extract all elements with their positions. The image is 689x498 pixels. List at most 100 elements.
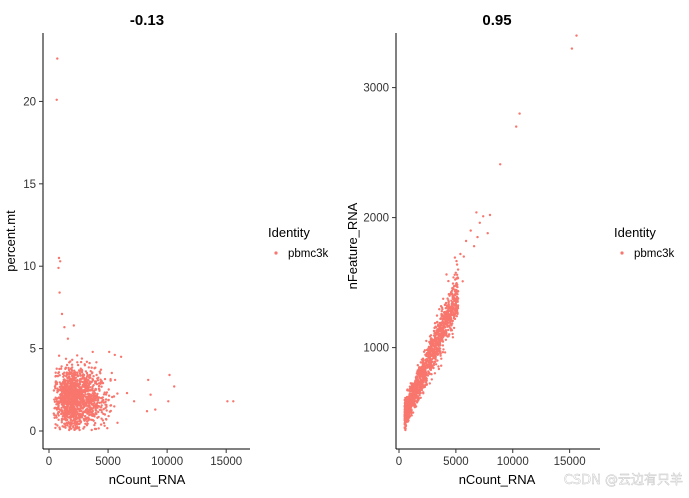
data-point xyxy=(116,392,119,395)
data-point xyxy=(455,259,458,263)
data-point xyxy=(103,424,106,427)
data-point xyxy=(86,422,89,425)
data-point xyxy=(58,367,61,371)
data-point xyxy=(478,221,481,224)
data-point xyxy=(441,351,445,354)
data-point xyxy=(74,374,78,377)
data-point xyxy=(450,324,453,327)
data-point xyxy=(56,57,59,60)
data-point xyxy=(439,336,442,339)
data-point xyxy=(53,416,56,419)
data-point xyxy=(106,427,109,430)
data-point xyxy=(455,295,459,299)
data-point xyxy=(409,396,412,399)
data-point xyxy=(86,407,89,410)
data-point xyxy=(56,424,59,427)
data-point xyxy=(437,338,440,341)
data-point xyxy=(71,402,74,405)
data-point xyxy=(102,393,106,396)
data-point xyxy=(434,334,437,337)
data-point xyxy=(94,407,97,410)
data-point xyxy=(75,413,79,416)
data-point xyxy=(452,302,455,305)
data-point xyxy=(425,372,428,376)
data-point xyxy=(428,356,432,360)
data-point xyxy=(88,380,92,383)
data-point xyxy=(99,381,102,384)
panel2-legend-title: Identity xyxy=(614,225,656,240)
data-point xyxy=(56,412,60,415)
y-tick-label: 15 xyxy=(23,179,36,191)
data-point xyxy=(432,342,435,346)
data-point xyxy=(418,384,421,387)
data-point xyxy=(407,401,410,404)
data-point xyxy=(427,345,431,348)
data-point xyxy=(408,385,412,388)
data-point xyxy=(67,368,71,372)
data-point xyxy=(448,333,451,336)
data-point xyxy=(107,388,110,391)
data-point xyxy=(96,379,100,382)
data-point xyxy=(58,374,61,377)
data-point xyxy=(430,343,433,346)
data-point xyxy=(66,413,69,417)
data-point xyxy=(76,383,80,386)
data-point xyxy=(67,366,70,370)
data-point xyxy=(64,366,68,369)
data-point xyxy=(83,418,86,422)
data-point xyxy=(68,361,71,364)
data-point xyxy=(439,305,443,308)
data-point xyxy=(65,363,69,367)
data-point xyxy=(119,355,123,358)
data-point xyxy=(87,392,90,395)
y-tick-label: 2000 xyxy=(363,213,389,225)
data-point xyxy=(447,328,450,332)
data-point xyxy=(436,329,439,332)
data-point xyxy=(94,412,98,415)
data-point xyxy=(75,394,78,397)
data-point xyxy=(70,421,73,424)
data-point xyxy=(81,393,84,397)
data-point xyxy=(68,386,71,389)
data-point xyxy=(72,324,76,327)
data-point xyxy=(56,401,59,404)
data-point xyxy=(454,271,457,274)
data-point xyxy=(112,395,116,398)
data-point xyxy=(104,403,107,406)
data-point xyxy=(54,371,57,374)
data-point xyxy=(408,409,411,413)
data-point xyxy=(451,282,455,285)
data-point xyxy=(70,377,73,381)
data-point xyxy=(82,410,85,413)
data-point xyxy=(482,215,485,218)
data-point xyxy=(445,320,448,323)
data-point xyxy=(57,406,60,409)
data-point xyxy=(442,315,445,318)
data-point xyxy=(56,375,59,378)
data-point xyxy=(75,380,79,383)
data-point xyxy=(90,366,93,369)
data-point xyxy=(86,397,90,400)
data-point xyxy=(90,411,94,414)
data-point xyxy=(407,397,410,401)
data-point xyxy=(79,360,83,364)
data-point xyxy=(72,419,75,422)
panel1-y-label: percent.mt xyxy=(3,210,18,272)
data-point xyxy=(73,383,76,387)
data-point xyxy=(96,399,100,402)
data-point xyxy=(108,350,111,354)
data-point xyxy=(95,403,98,406)
data-point xyxy=(451,336,455,339)
data-point xyxy=(65,397,69,400)
data-point xyxy=(423,379,427,382)
data-point xyxy=(447,279,450,283)
data-point xyxy=(418,394,421,397)
data-point xyxy=(72,376,76,380)
data-point xyxy=(55,98,58,102)
y-tick-label: 10 xyxy=(23,261,36,273)
data-point xyxy=(440,310,443,313)
data-point xyxy=(441,340,445,343)
panel1-title: -0.13 xyxy=(130,12,164,29)
data-point xyxy=(472,245,476,248)
panel-percent-mt: -0.13 0 5000 10000 15000 0 5 10 15 20 nCount_RN… xyxy=(3,12,329,487)
